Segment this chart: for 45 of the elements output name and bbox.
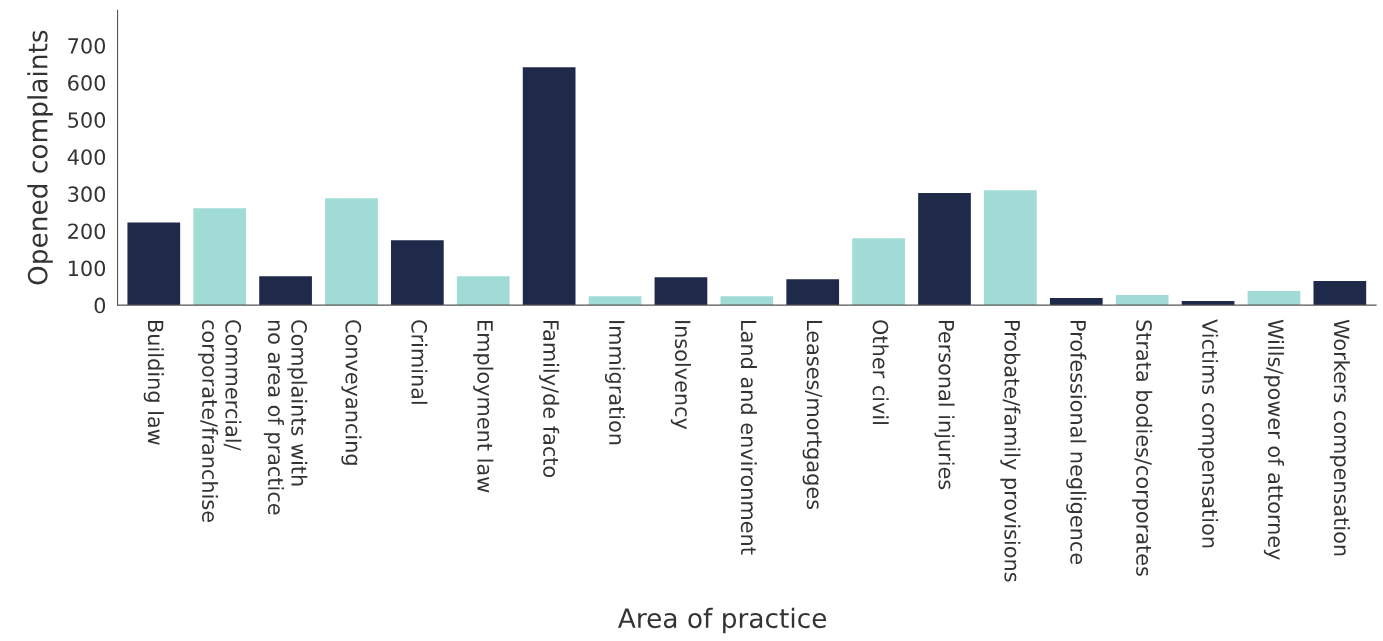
x-tick-label: Leases/mortgages [802, 321, 823, 510]
y-tick-label: 700 [68, 37, 106, 54]
x-tick-label: Insolvency [670, 321, 692, 430]
bar [852, 238, 905, 306]
x-tick-label: Immigration [604, 321, 626, 445]
bar [720, 296, 774, 306]
bar [193, 208, 247, 306]
x-tick-label: Conveyancing [341, 320, 362, 465]
bar [786, 279, 840, 306]
bar [984, 190, 1037, 306]
x-tick-label: Workers compensation [1329, 319, 1350, 556]
x-tick-label: Complaints with no area of practice [263, 320, 308, 515]
x-tick-label: Family/de facto [539, 321, 560, 478]
x-tick-label: Wills/power of attorney [1263, 319, 1285, 560]
x-tick-label: Strata bodies/corporates [1132, 320, 1153, 576]
x-tick-label: Probate/family provisions [1000, 321, 1021, 582]
bar [1115, 295, 1169, 306]
bar [918, 193, 971, 306]
bar [1313, 281, 1367, 306]
bar [1247, 291, 1301, 306]
y-tick-label: 600 [68, 75, 106, 91]
y-tick-label: 100 [68, 260, 106, 277]
bar [391, 240, 444, 306]
y-tick-label: 0 [94, 297, 106, 314]
bar [456, 276, 510, 306]
y-tick-label: 300 [68, 186, 106, 203]
x-tick-label: Commercial/ corporate/franchise [197, 320, 242, 522]
bar [127, 222, 181, 306]
x-tick-label: Criminal [411, 320, 428, 404]
x-tick-label: Building law [143, 321, 164, 445]
bar [259, 276, 312, 306]
x-tick-label: Victims compensation [1197, 319, 1219, 548]
y-tick-label: 400 [67, 149, 106, 165]
bar [325, 198, 378, 306]
y-axis-title: Opened complaints [27, 30, 53, 285]
bar [522, 67, 576, 306]
x-tick-label: Land and environment [740, 321, 757, 555]
x-tick-label: Personal injuries [934, 321, 955, 490]
x-axis-title: Area of practice [618, 607, 827, 634]
y-tick-label: 200 [68, 223, 106, 240]
bar [654, 277, 708, 306]
x-tick-label: Employment law [473, 321, 494, 493]
x-tick-label: Other civil [872, 320, 889, 424]
y-tick-label: 500 [68, 112, 106, 128]
x-tick-label: Professional negligence [1066, 321, 1087, 565]
